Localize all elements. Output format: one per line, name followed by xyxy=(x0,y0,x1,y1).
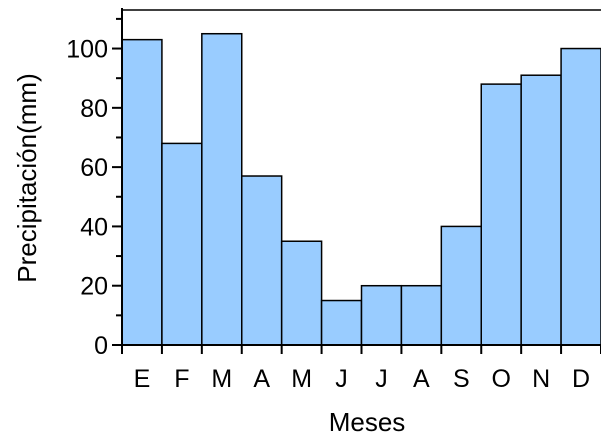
x-tick-label: J xyxy=(335,365,348,393)
y-tick-label: 80 xyxy=(80,95,108,123)
y-axis-title: Precipitación(mm) xyxy=(12,73,42,283)
bar-10 xyxy=(480,83,522,346)
bars-group xyxy=(121,32,601,346)
bar-1 xyxy=(121,38,163,346)
y-tick-label: 60 xyxy=(80,154,108,182)
bar-3 xyxy=(201,32,243,346)
x-axis-title: Meses xyxy=(329,407,406,435)
bar-12 xyxy=(560,47,601,346)
y-tick-label: 0 xyxy=(94,332,108,360)
x-tick-label: M xyxy=(211,365,232,393)
y-tick-label: 100 xyxy=(66,36,108,64)
x-tick-label: O xyxy=(491,365,510,393)
y-ticks-group: 0 20 40 60 80 100 xyxy=(66,17,122,360)
x-tick-label: S xyxy=(453,365,470,393)
x-tick-label: A xyxy=(413,365,430,393)
bar-9 xyxy=(440,225,482,346)
x-tick-label: M xyxy=(291,365,312,393)
bar-8 xyxy=(400,284,443,346)
x-tick-label: J xyxy=(375,365,388,393)
x-tick-label: D xyxy=(572,365,590,393)
x-tick-label: A xyxy=(253,365,270,393)
y-tick-label: 20 xyxy=(80,273,108,301)
bar-2 xyxy=(161,142,203,346)
y-tick-label: 40 xyxy=(80,213,108,241)
bar-7 xyxy=(360,284,403,346)
bar-5 xyxy=(280,240,323,346)
x-tick-label: N xyxy=(532,365,550,393)
bar-4 xyxy=(241,175,283,346)
x-tick-label: E xyxy=(134,365,151,393)
bar-11 xyxy=(520,74,562,346)
bar-6 xyxy=(320,299,363,346)
x-tick-label: F xyxy=(174,365,189,393)
